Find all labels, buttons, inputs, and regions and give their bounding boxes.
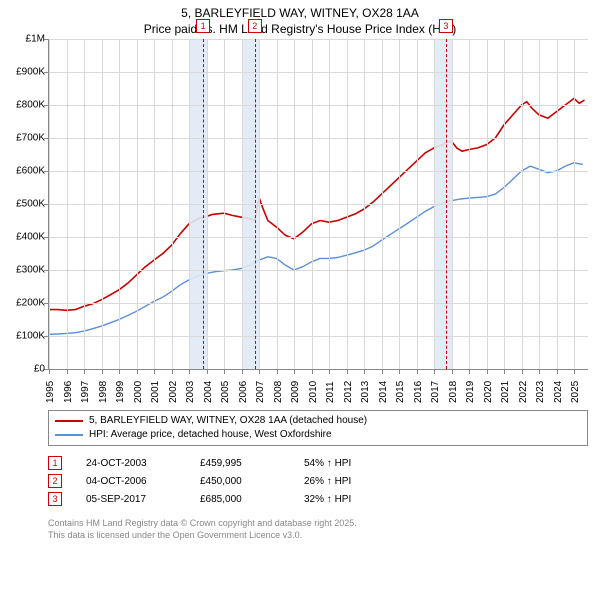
legend-label-1: 5, BARLEYFIELD WAY, WITNEY, OX28 1AA (de…	[89, 414, 367, 428]
sales-row-1: 1 24-OCT-2003 £459,995 54% ↑ HPI	[48, 454, 588, 472]
sales-date-1: 24-OCT-2003	[86, 458, 176, 469]
sales-marker-2: 2	[48, 474, 62, 488]
title-block: 5, BARLEYFIELD WAY, WITNEY, OX28 1AA Pri…	[0, 0, 600, 39]
sales-pct-2: 26% ↑ HPI	[304, 476, 384, 487]
sales-marker-3: 3	[48, 492, 62, 506]
footer-line-2: This data is licensed under the Open Gov…	[48, 530, 588, 542]
sales-price-1: £459,995	[200, 458, 280, 469]
sales-date-3: 05-SEP-2017	[86, 494, 176, 505]
sales-row-2: 2 04-OCT-2006 £450,000 26% ↑ HPI	[48, 472, 588, 490]
chart-plot-area: £0£100K£200K£300K£400K£500K£600K£700K£80…	[48, 39, 588, 370]
legend: 5, BARLEYFIELD WAY, WITNEY, OX28 1AA (de…	[48, 410, 588, 446]
sales-row-3: 3 05-SEP-2017 £685,000 32% ↑ HPI	[48, 490, 588, 508]
sales-marker-1: 1	[48, 456, 62, 470]
legend-swatch-2	[55, 434, 83, 436]
sales-pct-3: 32% ↑ HPI	[304, 494, 384, 505]
legend-item-1: 5, BARLEYFIELD WAY, WITNEY, OX28 1AA (de…	[55, 414, 581, 428]
sales-date-2: 04-OCT-2006	[86, 476, 176, 487]
sales-price-2: £450,000	[200, 476, 280, 487]
sales-table: 1 24-OCT-2003 £459,995 54% ↑ HPI 2 04-OC…	[48, 454, 588, 508]
legend-item-2: HPI: Average price, detached house, West…	[55, 428, 581, 442]
legend-label-2: HPI: Average price, detached house, West…	[89, 428, 332, 442]
legend-swatch-1	[55, 420, 83, 422]
title-line-1: 5, BARLEYFIELD WAY, WITNEY, OX28 1AA	[0, 6, 600, 22]
title-line-2: Price paid vs. HM Land Registry's House …	[0, 22, 600, 38]
footer-line-1: Contains HM Land Registry data © Crown c…	[48, 518, 588, 530]
footer: Contains HM Land Registry data © Crown c…	[48, 518, 588, 541]
sales-price-3: £685,000	[200, 494, 280, 505]
chart-container: 5, BARLEYFIELD WAY, WITNEY, OX28 1AA Pri…	[0, 0, 600, 590]
sales-pct-1: 54% ↑ HPI	[304, 458, 384, 469]
